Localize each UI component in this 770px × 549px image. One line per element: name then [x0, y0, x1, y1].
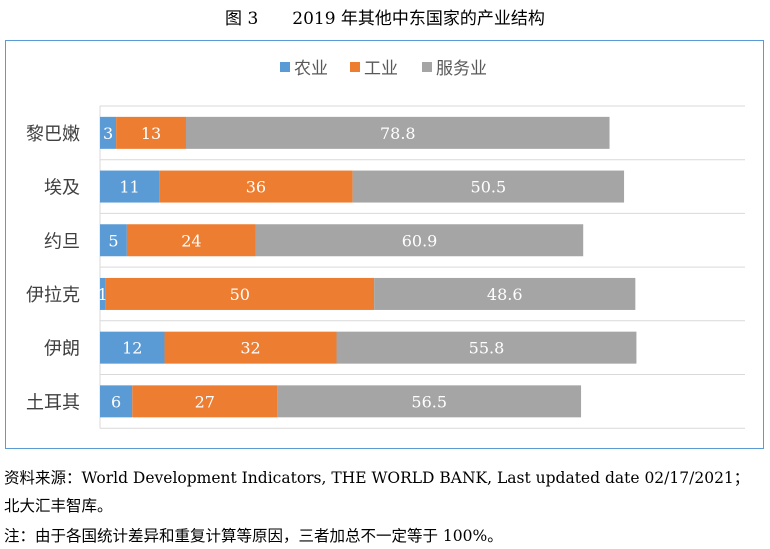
data-label: 36 [246, 178, 266, 197]
bar-1 [116, 116, 186, 149]
footnote: 注：由于各国统计差异和重复计算等原因，三者加总不一定等于 100%。 [4, 527, 503, 545]
legend-swatch-0 [280, 62, 290, 72]
data-label: 48.6 [487, 285, 523, 304]
category-label: 土耳其 [26, 392, 80, 413]
data-label: 27 [195, 392, 215, 411]
legend-swatch-1 [350, 62, 360, 72]
data-label: 60.9 [402, 231, 438, 250]
bar-0 [100, 170, 160, 203]
data-label: 11 [119, 178, 139, 197]
bar-1 [159, 170, 353, 203]
bar-1 [105, 277, 375, 310]
bar-0 [100, 331, 165, 364]
legend-label-1: 工业 [364, 59, 398, 79]
bar-0 [100, 224, 127, 257]
bar-1 [126, 224, 256, 257]
category-label: 约旦 [44, 231, 80, 252]
data-label: 5 [108, 231, 118, 250]
data-label: 12 [122, 339, 142, 358]
bar-2 [277, 385, 582, 418]
chart-frame [5, 40, 764, 449]
data-label: 50.5 [471, 178, 507, 197]
legend-label-2: 服务业 [436, 59, 487, 79]
category-label: 伊拉克 [26, 285, 80, 306]
bar-1 [164, 331, 337, 364]
data-label: 1 [98, 285, 108, 304]
legend-swatch-2 [422, 62, 432, 72]
source-note-2: 北大汇丰智库。 [4, 497, 113, 515]
data-label: 78.8 [380, 124, 416, 143]
bar-2 [336, 331, 637, 364]
data-label: 13 [141, 124, 161, 143]
bar-2 [255, 224, 584, 257]
bar-0 [100, 277, 106, 310]
bar-1 [132, 385, 278, 418]
data-label: 6 [111, 392, 121, 411]
source-note: 资料来源：World Development Indicators, THE W… [4, 469, 750, 487]
bar-2 [374, 277, 636, 310]
data-label: 50 [230, 285, 250, 304]
data-label: 55.8 [469, 339, 505, 358]
bar-0 [100, 116, 117, 149]
bar-0 [100, 385, 133, 418]
data-label: 32 [240, 339, 260, 358]
data-label: 3 [103, 124, 113, 143]
chart-title: 图 3 2019 年其他中东国家的产业结构 [225, 9, 545, 29]
legend-label-0: 农业 [294, 59, 328, 79]
category-label: 黎巴嫩 [26, 124, 80, 145]
bar-2 [186, 116, 610, 149]
bar-2 [352, 170, 625, 203]
data-label: 56.5 [411, 392, 447, 411]
category-label: 伊朗 [44, 339, 80, 360]
category-label: 埃及 [44, 178, 80, 199]
data-label: 24 [181, 231, 201, 250]
